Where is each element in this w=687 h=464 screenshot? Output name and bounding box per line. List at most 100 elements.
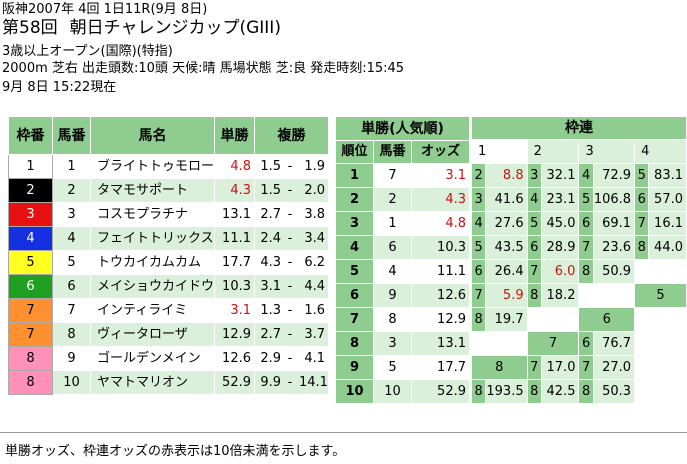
place-low: 2.4 xyxy=(260,230,281,246)
waku-number: 6 xyxy=(8,274,53,299)
horse-row: 6 6 メイショウカイドウ 10.3 3.1-4.4 xyxy=(8,274,329,299)
popularity-row: 8 3 13.1 xyxy=(335,331,470,356)
wakuren-row: 3 41.6 4 23.1 5 106.8 6 57.0 xyxy=(470,187,687,212)
win-odds: 3.1 xyxy=(214,298,255,323)
place-dash: - xyxy=(287,302,293,318)
wakuren-title: 枠連 xyxy=(471,116,687,140)
header-odds: オッズ xyxy=(411,140,470,164)
wakuren-odds: 83.1 xyxy=(648,163,687,188)
wakuren-empty xyxy=(634,259,687,284)
wakuren-waku: 7 xyxy=(526,259,543,284)
pop-odds: 10.3 xyxy=(411,235,470,260)
pop-odds: 12.6 xyxy=(411,283,470,308)
wakuren-odds: 26.4 xyxy=(485,259,528,284)
header-waku: 枠番 xyxy=(8,116,53,155)
horse-name: タマモサポート xyxy=(90,178,215,203)
popularity-row: 5 4 11.1 xyxy=(335,259,470,284)
umaban: 6 xyxy=(52,274,91,299)
wakuren-odds: 8.8 xyxy=(485,163,528,188)
pop-rank: 10 xyxy=(335,379,374,404)
wakuren-odds: 32.1 xyxy=(540,163,580,188)
wakuren-waku: 8 xyxy=(526,379,543,404)
wakuren-waku: 3 xyxy=(526,163,543,188)
wakuren-waku: 5 xyxy=(470,235,487,260)
waku-number: 3 xyxy=(8,202,53,227)
wakuren-waku: 6 xyxy=(526,235,543,260)
pop-rank: 8 xyxy=(335,331,374,356)
wakuren-odds: 23.6 xyxy=(592,235,636,260)
place-dash: - xyxy=(287,206,293,222)
race-condition: 3歳以上オープン(国際)(特指) xyxy=(2,44,173,59)
pop-odds: 12.9 xyxy=(411,307,470,332)
updated-time: 9月 8日 15:22現在 xyxy=(2,80,117,95)
wakuren-row: 5 43.5 6 28.9 7 23.6 8 44.0 xyxy=(470,235,687,260)
wakuren-waku: 8 xyxy=(578,379,594,404)
place-odds: 4.3-6.2 xyxy=(254,250,329,275)
wakuren-row: 6 26.4 7 6.0 8 50.9 xyxy=(470,259,687,284)
win-odds: 52.9 xyxy=(214,370,255,395)
wakuren-odds: 18.2 xyxy=(540,283,580,308)
umaban: 9 xyxy=(52,346,91,371)
place-low: 1.5 xyxy=(260,158,281,174)
horse-name: コスモプラチナ xyxy=(90,202,215,227)
place-high: 1.9 xyxy=(304,158,325,174)
pop-umaban: 10 xyxy=(373,379,412,404)
header-rank: 順位 xyxy=(335,140,374,164)
pop-umaban: 7 xyxy=(373,163,412,188)
horse-row: 7 7 インティライミ 3.1 1.3-1.6 xyxy=(8,298,329,323)
win-odds: 17.7 xyxy=(214,250,255,275)
pop-umaban: 4 xyxy=(373,259,412,284)
horse-row: 8 9 ゴールデンメイン 12.6 2.9-4.1 xyxy=(8,346,329,371)
wakuren-waku: 6 xyxy=(578,211,594,236)
horse-row: 1 1 ブライトトゥモロー 4.8 1.5-1.9 xyxy=(8,154,329,179)
place-odds: 2.7-3.7 xyxy=(254,322,329,347)
place-low: 2.7 xyxy=(260,206,281,222)
wakuren-row: 7 5.9 8 18.2 5 xyxy=(470,283,687,308)
popularity-row: 6 9 12.6 xyxy=(335,283,470,308)
wakuren-odds: 72.9 xyxy=(592,163,636,188)
waku-number: 5 xyxy=(8,250,53,275)
pop-rank: 3 xyxy=(335,211,374,236)
wakuren-waku: 8 xyxy=(578,259,594,284)
wakuren-odds: 6.0 xyxy=(540,259,580,284)
waku-number: 7 xyxy=(8,298,53,323)
popularity-row: 9 5 17.7 xyxy=(335,355,470,380)
wakuren-waku: 5 xyxy=(634,163,650,188)
footer-note: 単勝オッズ、枠連オッズの赤表示は10倍未満を示します。 xyxy=(0,432,687,459)
place-odds: 2.7-3.8 xyxy=(254,202,329,227)
wakuren-waku: 5 xyxy=(578,187,594,212)
place-dash: - xyxy=(287,230,293,246)
wakuren-col-head: 1 xyxy=(471,139,528,164)
wakuren-odds: 16.1 xyxy=(648,211,687,236)
wakuren-row: 4 27.6 5 45.0 6 69.1 7 16.1 xyxy=(470,211,687,236)
popularity-row: 2 2 4.3 xyxy=(335,187,470,212)
wakuren-waku: 7 xyxy=(578,235,594,260)
win-odds: 11.1 xyxy=(214,226,255,251)
place-low: 4.3 xyxy=(260,254,281,270)
wakuren-odds: 57.0 xyxy=(648,187,687,212)
horse-row: 2 2 タマモサポート 4.3 1.5-2.0 xyxy=(8,178,329,203)
pop-umaban: 5 xyxy=(373,355,412,380)
wakuren-waku: 6 xyxy=(470,259,487,284)
wakuren-odds: 45.0 xyxy=(540,211,580,236)
wakuren-odds: 106.8 xyxy=(592,187,636,212)
horse-odds-table: 枠番 馬番 馬名 単勝 複勝 1 1 ブライトトゥモロー 4.8 1.5-1.9 2 2 タマ… xyxy=(8,116,329,395)
waku-number: 1 xyxy=(8,154,53,179)
wakuren-empty xyxy=(634,307,687,332)
race-name: 朝日チャレンジカップ(GIII) xyxy=(69,18,281,38)
umaban: 4 xyxy=(52,226,91,251)
header-win: 単勝 xyxy=(214,116,255,155)
umaban: 7 xyxy=(52,298,91,323)
win-odds: 4.8 xyxy=(214,154,255,179)
wakuren-odds: 27.0 xyxy=(592,355,636,380)
win-odds: 12.6 xyxy=(214,346,255,371)
umaban: 5 xyxy=(52,250,91,275)
wakuren-waku: 8 xyxy=(526,283,543,308)
wakuren-waku: 2 xyxy=(470,163,487,188)
pop-rank: 4 xyxy=(335,235,374,260)
pop-rank: 9 xyxy=(335,355,374,380)
place-dash: - xyxy=(287,182,293,198)
wakuren-table: 枠連 1 2 3 4 2 8.8 3 32.1 4 72.9 5 83.1 3 41.6 4 23.1 5 106… xyxy=(470,116,687,404)
horse-row: 8 10 ヤマトマリオン 52.9 9.9-14.1 xyxy=(8,370,329,395)
pop-umaban: 8 xyxy=(373,307,412,332)
